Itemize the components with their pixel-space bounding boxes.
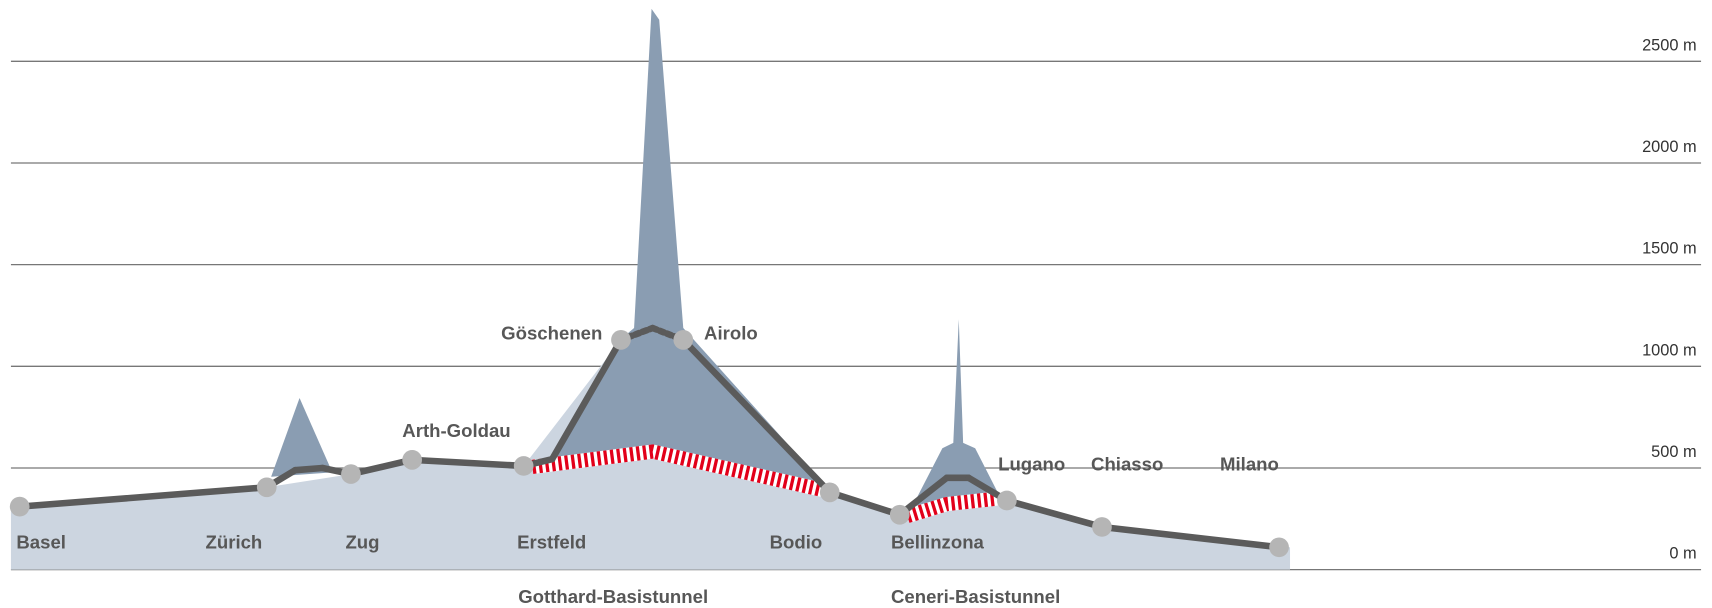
station — [257, 477, 277, 497]
station — [890, 505, 910, 525]
station — [402, 450, 422, 470]
station-label: Göschenen — [501, 323, 602, 344]
station-label: Chiasso — [1091, 454, 1163, 475]
station-label: Zürich — [206, 531, 263, 552]
station — [611, 330, 631, 350]
station — [1092, 517, 1112, 537]
y-tick-label: 1500 m — [1642, 240, 1697, 258]
station — [820, 483, 840, 503]
station-label: Zug — [345, 531, 379, 552]
station-label: Bodio — [770, 531, 823, 552]
y-tick-label: 1000 m — [1642, 341, 1697, 359]
mountain — [536, 9, 831, 492]
tunnel-label: Gotthard-Basistunnel — [518, 586, 708, 607]
y-tick-label: 2000 m — [1642, 138, 1697, 156]
tunnel-label: Ceneri-Basistunnel — [891, 586, 1060, 607]
station — [514, 456, 534, 476]
station-label: Airolo — [704, 323, 758, 344]
y-tick-label: 500 m — [1651, 443, 1697, 461]
station — [341, 464, 361, 484]
station-label: Milano — [1220, 454, 1279, 475]
station-label: Lugano — [998, 454, 1065, 475]
y-tick-label: 0 m — [1669, 545, 1696, 563]
chart: Gotthard-Basistunnel Ceneri-Basistunnel … — [0, 0, 1712, 608]
station — [673, 330, 693, 350]
station-label: Bellinzona — [891, 531, 985, 552]
station — [10, 497, 30, 517]
station — [997, 491, 1017, 511]
station-label: Basel — [16, 531, 66, 552]
station-label: Erstfeld — [517, 531, 586, 552]
station — [1269, 537, 1289, 557]
station-label: Arth-Goldau — [402, 420, 510, 441]
y-tick-label: 2500 m — [1642, 36, 1697, 54]
route-segment — [295, 468, 322, 470]
